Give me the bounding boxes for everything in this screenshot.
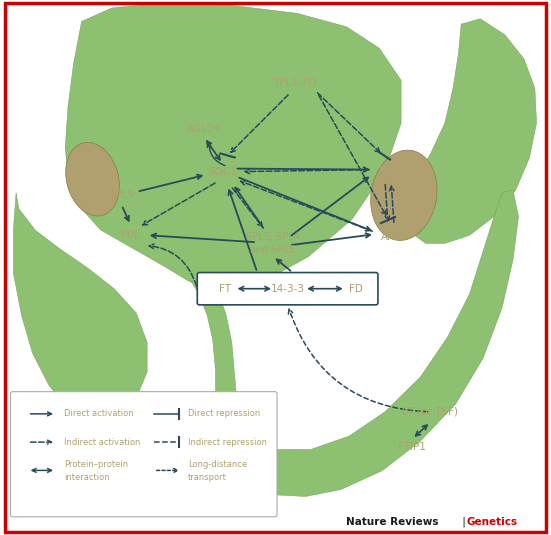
Text: SPL9: SPL9 [109,190,134,200]
Text: interaction: interaction [64,473,110,482]
Text: Indirect repression: Indirect repression [188,438,267,447]
Polygon shape [409,19,537,243]
Text: FUL: FUL [121,230,140,240]
Text: Indirect activation: Indirect activation [64,438,141,447]
Polygon shape [65,3,401,289]
Ellipse shape [371,150,437,240]
FancyBboxPatch shape [10,392,277,517]
Text: 14-3-3: 14-3-3 [271,284,305,294]
Text: SPL3, SPL4: SPL3, SPL4 [246,232,300,242]
Polygon shape [13,193,147,420]
Text: Direct activation: Direct activation [64,409,134,418]
Text: SOC1: SOC1 [208,166,237,177]
Text: AGL24: AGL24 [187,124,222,134]
Text: FT: FT [219,284,230,294]
Text: Genetics: Genetics [467,517,518,527]
Text: Long-distance: Long-distance [188,460,247,469]
Text: TFL1–FD: TFL1–FD [273,78,317,88]
Text: and SPL5: and SPL5 [250,246,296,255]
Text: |: | [459,517,469,527]
Text: Nature Reviews: Nature Reviews [345,517,438,527]
Text: FD: FD [349,284,363,294]
Text: Direct repression: Direct repression [188,409,261,418]
FancyBboxPatch shape [197,272,378,305]
Text: transport: transport [188,473,227,482]
Text: FTIP1: FTIP1 [398,442,426,452]
Text: FT (or TSF): FT (or TSF) [402,407,458,417]
Text: AP1: AP1 [381,232,401,242]
Polygon shape [191,190,518,496]
Ellipse shape [66,142,120,216]
Text: Protein–protein: Protein–protein [64,460,128,469]
Text: LFY: LFY [379,165,397,174]
